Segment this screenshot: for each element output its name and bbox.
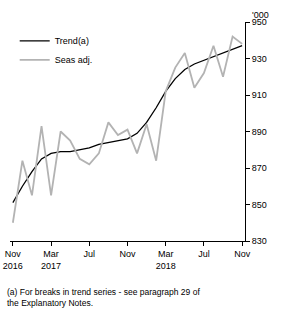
svg-text:Nov: Nov [234, 249, 251, 259]
svg-text:Jul: Jul [84, 249, 96, 259]
svg-text:870: 870 [252, 163, 267, 173]
svg-text:910: 910 [252, 90, 267, 100]
svg-text:Trend(a): Trend(a) [55, 36, 89, 46]
svg-text:Mar2018: Mar2018 [156, 249, 176, 271]
svg-text:930: 930 [252, 54, 267, 64]
svg-text:(a) For breaks in trend series: (a) For breaks in trend series - see par… [7, 287, 200, 308]
svg-text:Nov: Nov [119, 249, 136, 259]
svg-text:890: 890 [252, 127, 267, 137]
svg-text:Nov2016: Nov2016 [3, 249, 23, 271]
svg-text:830: 830 [252, 236, 267, 246]
svg-text:Jul: Jul [198, 249, 210, 259]
svg-text:Mar2017: Mar2017 [41, 249, 61, 271]
svg-text:950: 950 [252, 17, 267, 27]
svg-text:'000: '000 [252, 10, 269, 20]
svg-text:Seas adj.: Seas adj. [55, 55, 93, 65]
svg-text:850: 850 [252, 200, 267, 210]
